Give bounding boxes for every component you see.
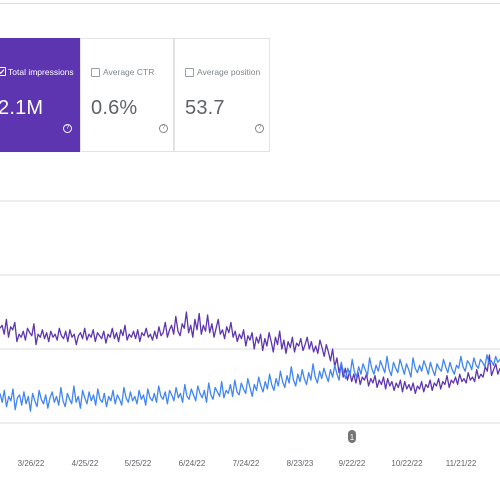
- annotation-badge[interactable]: [348, 430, 356, 443]
- checkbox-icon[interactable]: [185, 68, 194, 77]
- metric-label: Total impressions: [8, 67, 74, 77]
- metric-value: 0.6%: [91, 97, 138, 119]
- chart-grid: [0, 200, 500, 424]
- checkbox-icon[interactable]: [91, 68, 100, 77]
- metric-card-total-impressions[interactable]: Total impressions 2.1M ?: [0, 38, 80, 152]
- metric-card-average-position[interactable]: Average position 53.7 ?: [174, 38, 270, 152]
- performance-chart[interactable]: 1 3/26/22 4/25/22 5/25/22 6/24/22 7/24/22 8/2…: [0, 196, 500, 486]
- metric-label: Average CTR: [103, 67, 155, 77]
- annotation-marker[interactable]: 1: [348, 430, 356, 443]
- x-tick-label: 11/21/22: [446, 459, 477, 468]
- x-axis-ticks: 3/26/22 4/25/22 5/25/22 6/24/22 7/24/22 8/23/…: [18, 459, 477, 468]
- metric-value: 53.7: [185, 97, 225, 119]
- help-icon[interactable]: ?: [159, 124, 168, 133]
- metric-card-average-ctr[interactable]: Average CTR 0.6% ?: [80, 38, 174, 152]
- x-tick-label: 7/24/22: [233, 459, 260, 468]
- x-tick-label: 6/24/22: [179, 459, 206, 468]
- series-line-impressions: [0, 311, 500, 395]
- x-tick-label: 4/25/22: [72, 459, 99, 468]
- metric-cards: Total impressions 2.1M ? Average CTR 0.6…: [0, 38, 270, 154]
- x-tick-label: 9/22/22: [339, 459, 366, 468]
- x-tick-label: 3/26/22: [18, 459, 45, 468]
- x-tick-label: 8/23/23: [287, 459, 314, 468]
- annotation-label: 1: [350, 433, 355, 442]
- checkbox-checked-icon[interactable]: [0, 67, 6, 76]
- metric-label: Average position: [197, 67, 261, 77]
- metric-value: 2.1M: [0, 97, 44, 119]
- help-icon[interactable]: ?: [63, 124, 72, 133]
- series-line-clicks: [0, 354, 500, 412]
- chart-series: [0, 311, 500, 412]
- x-tick-label: 5/25/22: [125, 459, 152, 468]
- top-divider: [0, 3, 500, 4]
- x-tick-label: 10/22/22: [391, 459, 423, 468]
- help-icon[interactable]: ?: [255, 124, 264, 133]
